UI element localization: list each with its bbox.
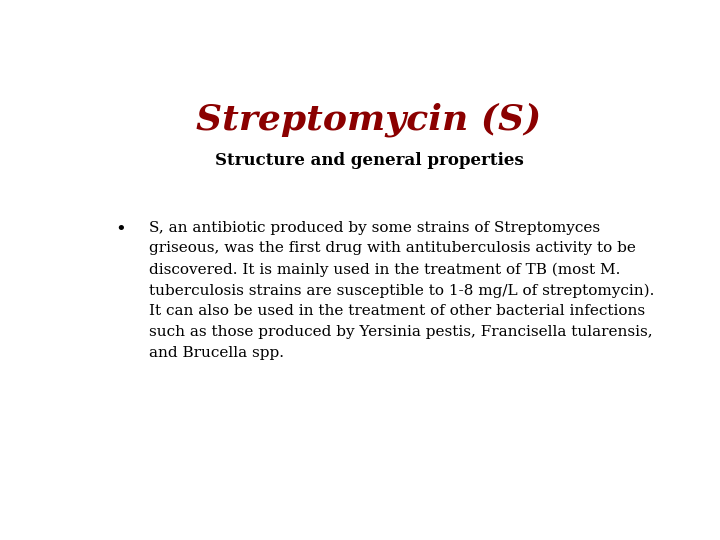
Text: •: •	[115, 221, 126, 239]
Text: S, an antibiotic produced by some strains of Streptomyces
griseous, was the firs: S, an antibiotic produced by some strain…	[148, 221, 654, 360]
Text: Structure and general properties: Structure and general properties	[215, 152, 523, 169]
Text: Streptomycin (S): Streptomycin (S)	[197, 102, 541, 137]
